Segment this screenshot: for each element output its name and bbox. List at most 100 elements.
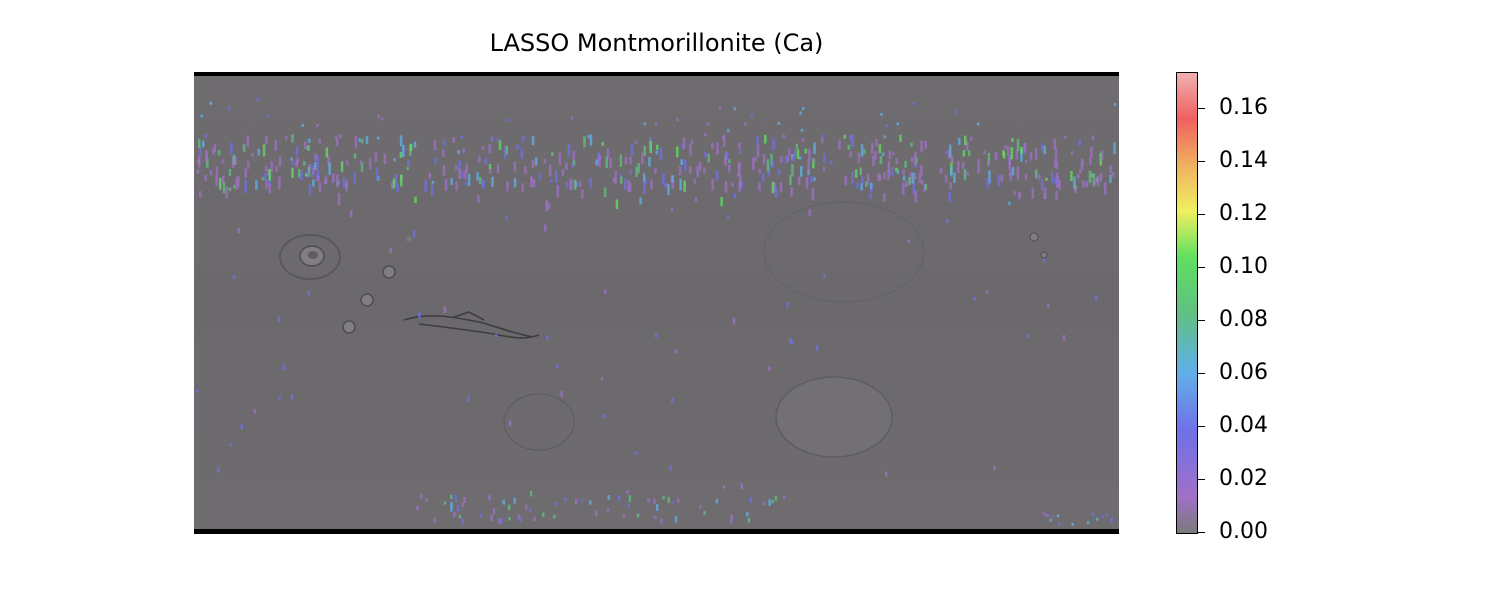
detection-pixel bbox=[791, 156, 795, 162]
detection-pixel bbox=[1090, 146, 1093, 158]
detection-pixel bbox=[230, 142, 233, 155]
detection-pixel bbox=[860, 144, 864, 157]
detection-pixel bbox=[1088, 170, 1092, 183]
detection-pixel bbox=[662, 496, 665, 500]
detection-pixel bbox=[786, 302, 789, 308]
detection-pixel bbox=[479, 513, 483, 517]
detection-pixel bbox=[234, 156, 237, 165]
detection-pixel bbox=[461, 502, 464, 507]
detection-pixel bbox=[913, 173, 917, 180]
detection-pixel bbox=[365, 136, 369, 145]
detection-pixel bbox=[209, 101, 212, 105]
detection-pixel bbox=[953, 172, 956, 183]
detection-pixel bbox=[676, 498, 680, 503]
detection-pixel bbox=[861, 176, 864, 185]
detection-pixel bbox=[295, 160, 298, 168]
detection-pixel bbox=[575, 498, 578, 505]
detection-pixel bbox=[718, 107, 722, 110]
detection-pixel bbox=[704, 132, 707, 136]
detection-pixel bbox=[400, 174, 403, 187]
detection-pixel bbox=[772, 138, 775, 151]
detection-pixel bbox=[797, 176, 801, 185]
detection-pixel bbox=[878, 144, 882, 154]
detection-pixel bbox=[461, 518, 464, 525]
detection-pixel bbox=[244, 168, 247, 178]
detection-pixel bbox=[823, 273, 826, 278]
detection-pixel bbox=[1043, 187, 1047, 199]
detection-pixel bbox=[1077, 173, 1080, 179]
detection-pixel bbox=[740, 483, 743, 490]
detection-pixel bbox=[957, 161, 960, 174]
detection-pixel bbox=[1113, 103, 1117, 106]
detection-pixel bbox=[727, 164, 731, 173]
detection-pixel bbox=[360, 162, 364, 172]
detection-pixel bbox=[554, 170, 558, 183]
detection-pixel bbox=[1109, 165, 1113, 174]
detection-pixel bbox=[711, 178, 714, 191]
detection-pixel bbox=[519, 516, 522, 522]
detection-pixel bbox=[399, 135, 403, 147]
map-bottom-border bbox=[194, 529, 1119, 534]
detection-pixel bbox=[228, 169, 232, 176]
detection-pixel bbox=[308, 184, 312, 195]
detection-pixel bbox=[641, 152, 644, 164]
detection-pixel bbox=[689, 166, 692, 174]
detection-pixel bbox=[291, 161, 295, 166]
detection-pixel bbox=[1053, 138, 1056, 150]
detection-pixel bbox=[945, 150, 948, 155]
detection-pixel bbox=[558, 152, 562, 165]
detection-pixel bbox=[669, 465, 672, 471]
detection-pixel bbox=[431, 180, 435, 184]
detection-pixel bbox=[308, 138, 311, 143]
detection-pixel bbox=[664, 182, 667, 188]
detection-pixel bbox=[467, 395, 470, 403]
detection-pixel bbox=[218, 150, 221, 156]
detection-pixel bbox=[565, 181, 568, 188]
detection-pixel bbox=[690, 140, 694, 145]
detection-pixel bbox=[1055, 160, 1059, 169]
detection-pixel bbox=[739, 174, 742, 187]
detection-pixel bbox=[380, 117, 384, 121]
detection-pixel bbox=[650, 179, 653, 189]
detection-pixel bbox=[1071, 522, 1074, 526]
detection-pixel bbox=[1034, 169, 1038, 179]
detection-pixel bbox=[1038, 174, 1041, 180]
detection-pixel bbox=[1035, 148, 1038, 161]
detection-pixel bbox=[391, 182, 394, 190]
detection-pixel bbox=[671, 398, 674, 404]
detection-pixel bbox=[200, 114, 203, 118]
detection-pixel bbox=[796, 149, 800, 159]
detection-pixel bbox=[970, 136, 973, 142]
detection-pixel bbox=[747, 517, 751, 523]
detection-pixel bbox=[247, 161, 250, 169]
detection-pixel bbox=[766, 159, 770, 172]
detection-pixel bbox=[507, 118, 511, 122]
detection-pixel bbox=[629, 169, 632, 175]
detection-pixel bbox=[285, 136, 288, 140]
detection-pixel bbox=[399, 152, 403, 158]
detection-pixel bbox=[455, 165, 458, 170]
detection-pixel bbox=[416, 505, 419, 510]
detection-pixel bbox=[578, 181, 582, 187]
detection-pixel bbox=[778, 169, 781, 176]
detection-pixel bbox=[756, 136, 759, 145]
detection-pixel bbox=[458, 514, 462, 519]
detection-pixel bbox=[1008, 201, 1011, 205]
detection-pixel bbox=[623, 178, 627, 190]
detection-pixel bbox=[655, 122, 658, 126]
detection-pixel bbox=[821, 137, 824, 143]
detection-pixel bbox=[854, 169, 858, 178]
detection-pixel bbox=[1103, 182, 1107, 195]
detection-pixel bbox=[698, 162, 702, 172]
detection-pixel bbox=[213, 144, 217, 153]
detection-pixel bbox=[694, 197, 698, 203]
detection-pixel bbox=[257, 148, 260, 156]
colorbar-tick-label: 0.04 bbox=[1219, 413, 1268, 438]
detection-pixel bbox=[567, 144, 571, 157]
detection-pixel bbox=[583, 136, 586, 148]
detection-pixel bbox=[199, 191, 202, 198]
detection-pixel bbox=[849, 135, 853, 141]
detection-pixel bbox=[678, 166, 682, 176]
detection-pixel bbox=[529, 507, 532, 513]
detection-pixel bbox=[905, 180, 908, 187]
